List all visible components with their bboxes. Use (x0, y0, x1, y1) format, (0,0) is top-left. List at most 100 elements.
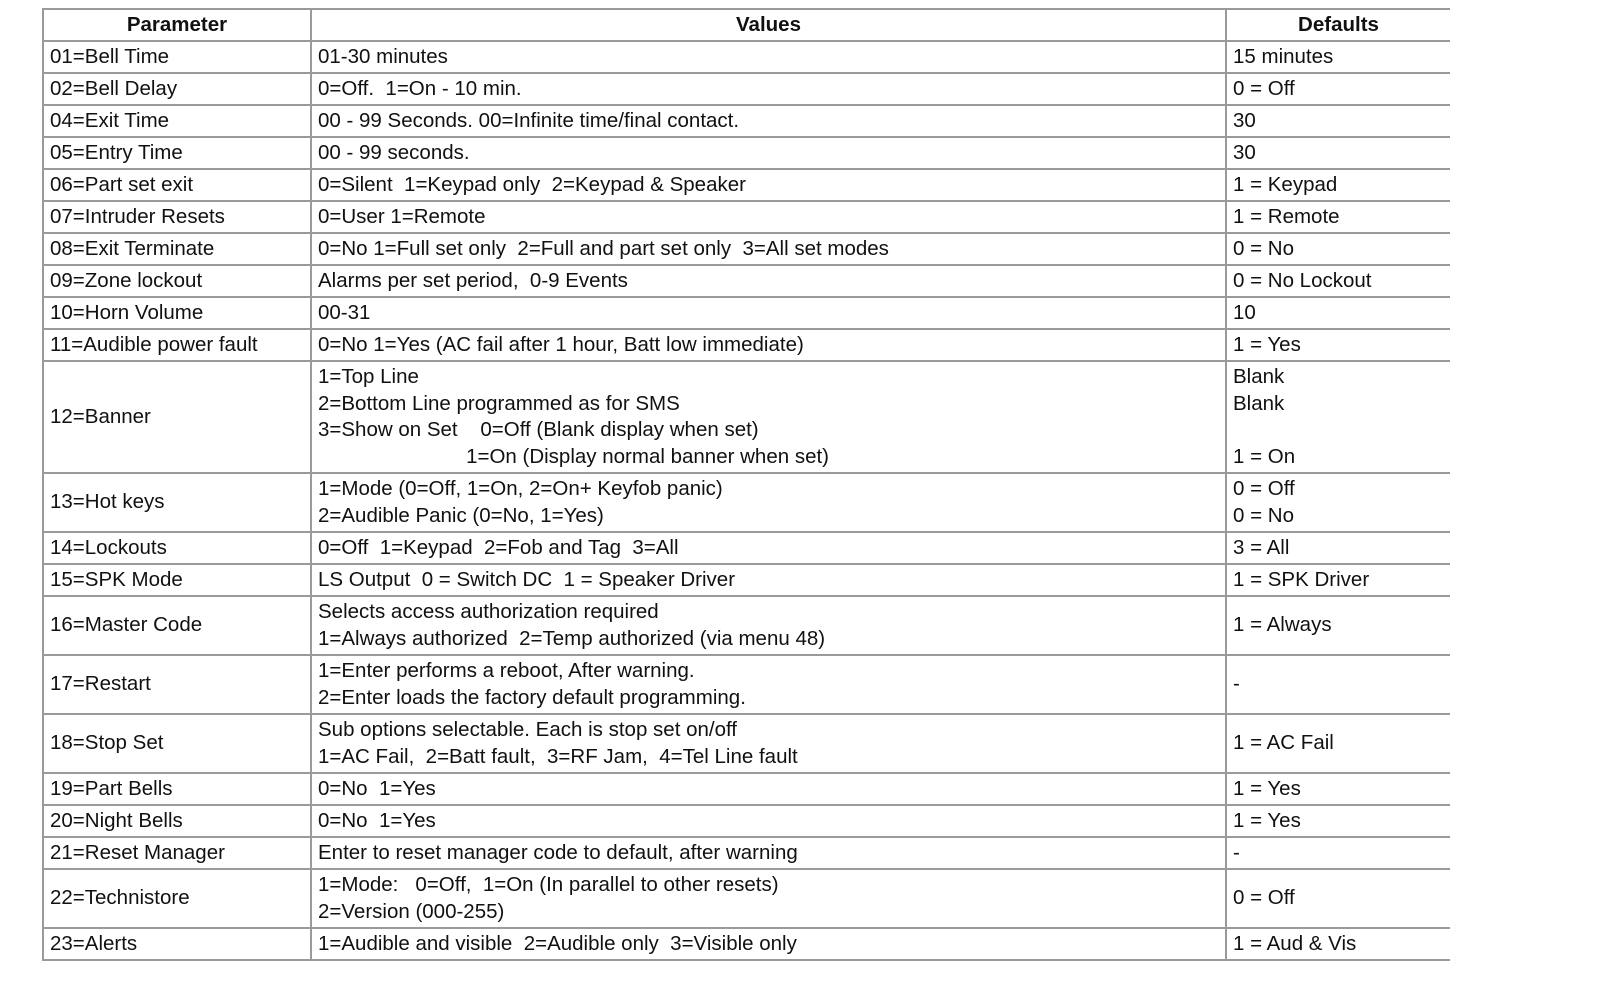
values-cell: 0=Off 1=Keypad 2=Fob and Tag 3=All (310, 531, 1227, 565)
defaults-line: 1 = On (1233, 444, 1296, 468)
values-cell: LS Output 0 = Switch DC 1 = Speaker Driv… (310, 563, 1227, 597)
defaults-cell: 1 = Yes (1225, 772, 1450, 806)
table-row: 14=Lockouts 0=Off 1=Keypad 2=Fob and Tag … (42, 531, 1450, 565)
table-row: 10=Horn Volume 00-31 10 (42, 296, 1450, 330)
defaults-cell: 15 minutes (1225, 40, 1450, 74)
values-line: 01-30 minutes (318, 44, 448, 68)
values-line: 0=Off. 1=On - 10 min. (318, 76, 522, 100)
values-line: 2=Audible Panic (0=No, 1=Yes) (318, 503, 604, 527)
values-cell: 0=No 1=Full set only 2=Full and part set… (310, 232, 1227, 266)
defaults-line: 0 = Off (1233, 886, 1295, 910)
parameter-cell: 23=Alerts (42, 927, 312, 961)
parameter-cell: 18=Stop Set (42, 713, 312, 774)
header-defaults: Defaults (1225, 8, 1450, 42)
values-cell: 0=No 1=Yes (310, 772, 1227, 806)
values-cell: 0=Silent 1=Keypad only 2=Keypad & Speake… (310, 168, 1227, 202)
values-cell: 0=No 1=Yes (AC fail after 1 hour, Batt l… (310, 328, 1227, 362)
table-row: 13=Hot keys 1=Mode (0=Off, 1=On, 2=On+ Ke… (42, 472, 1450, 533)
parameter-cell: 15=SPK Mode (42, 563, 312, 597)
values-line: 3=Show on Set 0=Off (Blank display when … (318, 418, 759, 441)
values-line: 0=No 1=Full set only 2=Full and part set… (318, 236, 889, 260)
values-line: 0=Silent 1=Keypad only 2=Keypad & Speake… (318, 172, 746, 196)
header-values: Values (310, 8, 1227, 42)
table-row: 12=Banner 1=Top Line 2=Bottom Line program… (42, 360, 1450, 474)
values-cell: 1=Top Line 2=Bottom Line programmed as fo… (310, 360, 1227, 474)
values-line: 1=Always authorized 2=Temp authorized (v… (318, 626, 826, 650)
parameter-cell: 17=Restart (42, 654, 312, 715)
table-row: 19=Part Bells 0=No 1=Yes 1 = Yes (42, 772, 1450, 806)
defaults-line: 0 = No (1233, 503, 1294, 527)
values-line: 1=Enter performs a reboot, After warning… (318, 659, 695, 682)
table-row: 05=Entry Time 00 - 99 seconds. 30 (42, 136, 1450, 170)
table-row: 16=Master Code Selects access authorizati… (42, 595, 1450, 656)
defaults-cell: - (1225, 654, 1450, 715)
defaults-line: - (1233, 840, 1240, 864)
values-cell: 00 - 99 Seconds. 00=Infinite time/final … (310, 104, 1227, 138)
table-row: 06=Part set exit 0=Silent 1=Keypad only 2… (42, 168, 1450, 202)
values-cell: Sub options selectable. Each is stop set… (310, 713, 1227, 774)
table-row: 18=Stop Set Sub options selectable. Each … (42, 713, 1450, 774)
values-cell: 00 - 99 seconds. (310, 136, 1227, 170)
values-line: 00-31 (318, 300, 371, 324)
parameter-cell: 14=Lockouts (42, 531, 312, 565)
values-line: 1=Audible and visible 2=Audible only 3=V… (318, 931, 797, 955)
defaults-cell: 1 = AC Fail (1225, 713, 1450, 774)
defaults-line: 0 = No (1233, 236, 1294, 260)
values-line: 0=No 1=Yes (AC fail after 1 hour, Batt l… (318, 332, 804, 356)
defaults-line: 1 = Remote (1233, 204, 1340, 228)
parameter-cell: 20=Night Bells (42, 804, 312, 838)
table-row: 04=Exit Time 00 - 99 Seconds. 00=Infinite… (42, 104, 1450, 138)
values-line: 0=No 1=Yes (318, 776, 436, 800)
values-line: 1=Mode: 0=Off, 1=On (In parallel to othe… (318, 873, 779, 896)
values-line: 1=On (Display normal banner when set) (318, 444, 829, 468)
defaults-line: 1 = Yes (1233, 776, 1301, 800)
values-line: 0=No 1=Yes (318, 808, 436, 832)
defaults-line: 10 (1233, 300, 1256, 324)
table-row: 07=Intruder Resets 0=User 1=Remote 1 = Rem… (42, 200, 1450, 234)
defaults-line: Blank (1233, 365, 1285, 388)
parameter-cell: 06=Part set exit (42, 168, 312, 202)
values-cell: Selects access authorization required 1=A… (310, 595, 1227, 656)
values-line: 2=Enter loads the factory default progra… (318, 685, 746, 709)
table-row: 23=Alerts 1=Audible and visible 2=Audible… (42, 927, 1450, 961)
defaults-line: 3 = All (1233, 535, 1290, 559)
header-parameter: Parameter (42, 8, 312, 42)
values-cell: 1=Mode: 0=Off, 1=On (In parallel to othe… (310, 868, 1227, 929)
table-row: 08=Exit Terminate 0=No 1=Full set only 2=… (42, 232, 1450, 266)
defaults-line: - (1233, 672, 1240, 696)
values-line: 0=Off 1=Keypad 2=Fob and Tag 3=All (318, 535, 679, 559)
values-line: 1=Top Line (318, 365, 419, 388)
defaults-cell: 0 = Off (1225, 868, 1450, 929)
table-row: 17=Restart 1=Enter performs a reboot, Aft… (42, 654, 1450, 715)
table-row: 15=SPK Mode LS Output 0 = Switch DC 1 = S… (42, 563, 1450, 597)
defaults-line: 1 = Keypad (1233, 172, 1338, 196)
values-cell: 0=No 1=Yes (310, 804, 1227, 838)
defaults-line: 0 = Off (1233, 477, 1295, 500)
defaults-cell: 30 (1225, 104, 1450, 138)
values-cell: 0=User 1=Remote (310, 200, 1227, 234)
defaults-cell: 0 = Off 0 = No (1225, 472, 1450, 533)
values-cell: Enter to reset manager code to default, … (310, 836, 1227, 870)
defaults-line: 0 = Off (1233, 76, 1295, 100)
parameter-cell: 02=Bell Delay (42, 72, 312, 106)
values-line: Enter to reset manager code to default, … (318, 840, 798, 864)
defaults-cell: 30 (1225, 136, 1450, 170)
parameter-table: Parameter Values Defaults 01=Bell Time 01… (42, 8, 1450, 961)
parameter-cell: 22=Technistore (42, 868, 312, 929)
values-line: 00 - 99 seconds. (318, 140, 470, 164)
parameter-cell: 01=Bell Time (42, 40, 312, 74)
table-row: 11=Audible power fault 0=No 1=Yes (AC fai… (42, 328, 1450, 362)
parameter-cell: 16=Master Code (42, 595, 312, 656)
defaults-cell: 1 = Keypad (1225, 168, 1450, 202)
defaults-cell: 0 = No Lockout (1225, 264, 1450, 298)
values-cell: 0=Off. 1=On - 10 min. (310, 72, 1227, 106)
defaults-cell: 1 = Yes (1225, 328, 1450, 362)
defaults-cell: 1 = Aud & Vis (1225, 927, 1450, 961)
values-line: Sub options selectable. Each is stop set… (318, 718, 737, 741)
defaults-line: 1 = Aud & Vis (1233, 931, 1357, 955)
parameter-cell: 05=Entry Time (42, 136, 312, 170)
values-cell: 00-31 (310, 296, 1227, 330)
parameter-cell: 12=Banner (42, 360, 312, 474)
table-row: 20=Night Bells 0=No 1=Yes 1 = Yes (42, 804, 1450, 838)
parameter-cell: 09=Zone lockout (42, 264, 312, 298)
